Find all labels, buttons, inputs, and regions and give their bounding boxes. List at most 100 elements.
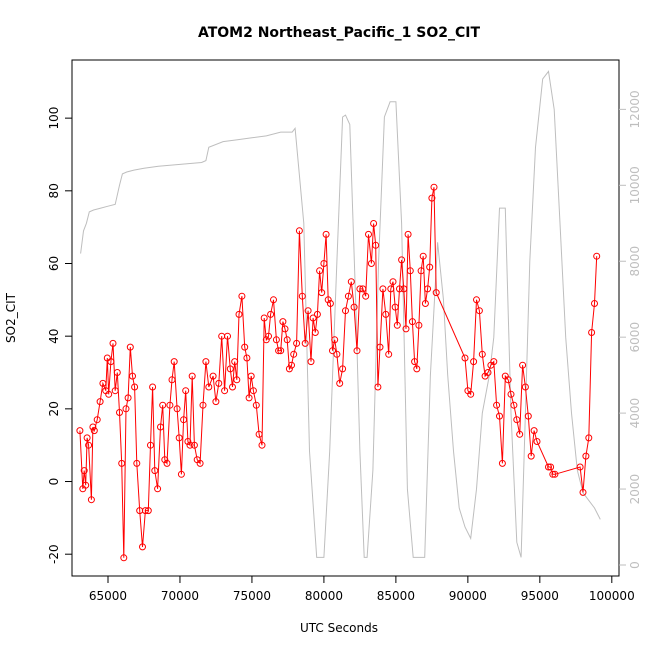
so2-point xyxy=(545,463,552,471)
x-axis-label: UTC Seconds xyxy=(300,621,378,635)
so2-point xyxy=(265,332,272,340)
so2-point xyxy=(432,289,440,297)
y-tick-label: 60 xyxy=(47,256,61,271)
so2-point xyxy=(109,339,117,347)
so2-point xyxy=(326,300,334,307)
so2-point xyxy=(365,230,372,238)
so2-point xyxy=(421,300,429,307)
x-tick-label: 65000 xyxy=(89,589,127,603)
so2-point xyxy=(585,434,593,442)
so2-point xyxy=(262,336,270,344)
y2-axis: 0 2000 4000 6000 8000 10000 12000 xyxy=(619,90,642,569)
so2-point xyxy=(311,329,319,336)
so2-point xyxy=(103,354,111,362)
so2-point xyxy=(288,361,295,369)
so2-point xyxy=(470,358,478,366)
so2-point xyxy=(493,401,501,409)
so2-point xyxy=(120,554,128,562)
so2-point xyxy=(521,383,529,391)
so2-point xyxy=(122,405,130,413)
so2-point xyxy=(496,412,503,420)
so2-point xyxy=(226,365,234,373)
so2-point xyxy=(199,401,207,409)
x-tick-label: 85000 xyxy=(377,589,415,603)
so2-point xyxy=(379,285,387,293)
so2-point xyxy=(519,361,527,369)
so2-point xyxy=(243,354,251,362)
so2-point xyxy=(113,369,121,376)
so2-point xyxy=(283,336,291,344)
so2-point xyxy=(196,459,204,467)
so2-point xyxy=(205,383,213,391)
so2-point xyxy=(313,310,321,318)
so2-point xyxy=(461,354,469,362)
y-tick-label: 0 xyxy=(47,478,61,486)
so2-point xyxy=(157,423,164,431)
so2-point xyxy=(105,390,113,398)
so2-point xyxy=(356,285,364,293)
so2-point xyxy=(147,441,154,449)
so2-point xyxy=(154,485,162,493)
so2-point xyxy=(415,321,423,329)
so2-point xyxy=(591,300,598,307)
so2-point xyxy=(428,194,436,202)
so2-point xyxy=(406,267,414,275)
so2-point xyxy=(413,365,421,373)
y2-tick-label: 4000 xyxy=(628,398,642,429)
so2-point xyxy=(524,412,532,420)
so2-point xyxy=(245,394,253,402)
so2-point xyxy=(229,383,236,391)
so2-point xyxy=(333,350,341,358)
y-axis: -20 0 20 40 60 80 100 xyxy=(47,107,72,564)
so2-point xyxy=(516,430,524,438)
so2-point xyxy=(367,260,375,267)
so2-point xyxy=(316,267,324,275)
so2-point xyxy=(513,416,521,424)
so2-point xyxy=(490,358,498,366)
so2-point xyxy=(549,470,557,478)
y2-tick-label: 10000 xyxy=(628,166,642,204)
y-axis-label: SO2_CIT xyxy=(4,292,18,343)
so2-point xyxy=(233,376,241,384)
so2-point xyxy=(184,438,192,445)
so2-point xyxy=(396,285,403,293)
so2-point xyxy=(241,343,249,351)
so2-point xyxy=(339,365,347,373)
so2-point xyxy=(579,488,587,496)
so2-point xyxy=(398,256,406,264)
so2-point xyxy=(400,285,408,293)
so2-point xyxy=(107,358,115,366)
so2-point xyxy=(163,459,171,467)
x-tick-label: 90000 xyxy=(449,589,487,603)
y2-tick-label: 8000 xyxy=(628,246,642,277)
so2-point xyxy=(353,347,361,355)
so2-point xyxy=(161,456,169,464)
y2-tick-label: 2000 xyxy=(628,474,642,505)
so2-point xyxy=(430,183,438,191)
plot-frame xyxy=(71,59,620,577)
so2-point xyxy=(270,296,277,304)
so2-point xyxy=(182,387,190,395)
so2-point xyxy=(374,383,382,391)
so2-point xyxy=(304,307,312,315)
so2-point xyxy=(533,438,541,445)
so2-point xyxy=(202,358,210,366)
so2-point xyxy=(391,303,399,311)
so2-point xyxy=(475,307,483,315)
y-tick-label: 100 xyxy=(47,107,61,130)
so2-point xyxy=(576,463,584,471)
so2-point xyxy=(159,401,167,409)
so2-point xyxy=(307,358,315,366)
so2-point xyxy=(393,321,401,329)
so2-point xyxy=(111,387,119,395)
so2-point xyxy=(166,401,174,409)
so2-point xyxy=(588,329,596,336)
so2-point xyxy=(362,292,370,300)
so2-point xyxy=(344,292,352,300)
so2-point xyxy=(329,347,336,355)
so2-point xyxy=(173,405,181,413)
x-tick-label: 95000 xyxy=(521,589,559,603)
so2-point xyxy=(530,427,538,435)
chart-title: ATOM2 Northeast_Pacific_1 SO2_CIT xyxy=(198,25,481,41)
